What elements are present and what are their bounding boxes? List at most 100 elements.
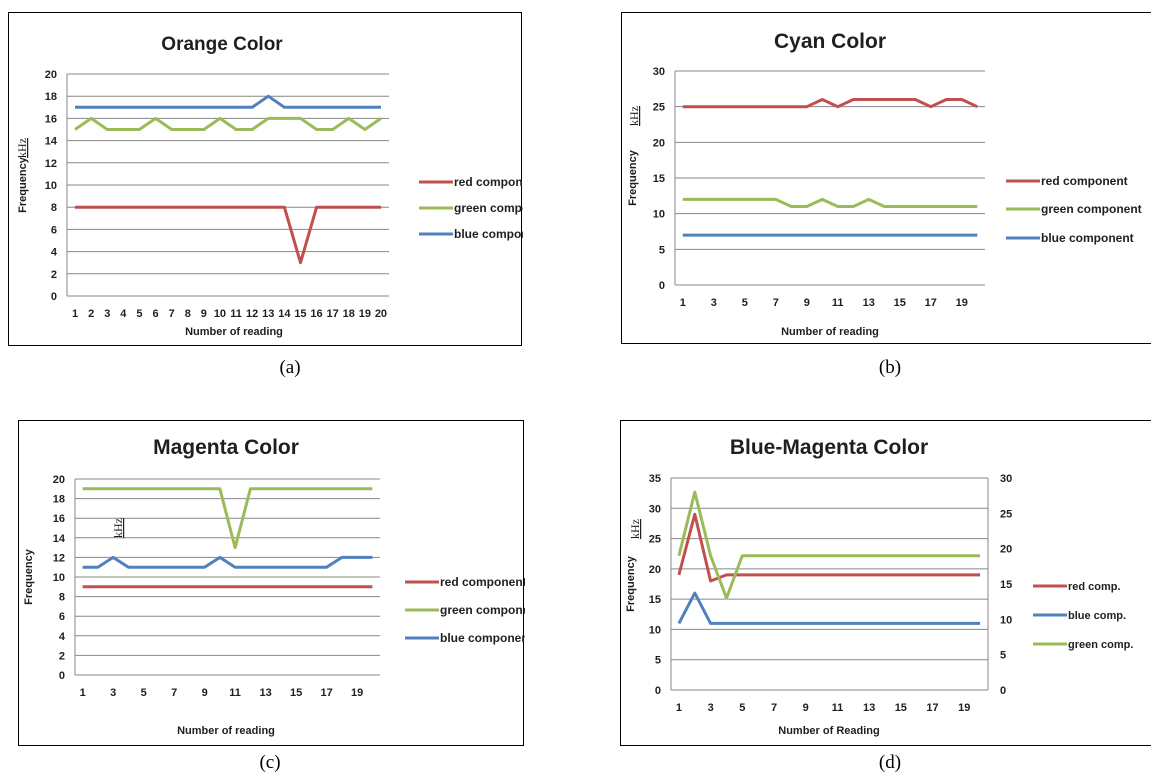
y-axis-label: Frequency — [625, 555, 637, 612]
x-tick-label: 19 — [351, 687, 363, 699]
y-tick-label: 6 — [59, 611, 65, 623]
series-line-blue — [75, 94, 381, 109]
caption-d: (d) — [878, 752, 902, 773]
series-line-red — [682, 98, 978, 109]
chart-title: Cyan Color — [774, 30, 886, 53]
x-tick-label: 15 — [894, 297, 906, 309]
x-tick-label: 5 — [141, 687, 147, 699]
x-tick-label: 6 — [152, 308, 158, 320]
y2-tick-label: 0 — [1000, 685, 1006, 697]
y-axis-label: Frequency — [23, 548, 35, 605]
x-tick-label: 7 — [771, 702, 777, 714]
x-tick-label: 17 — [321, 687, 333, 699]
x-tick-label: 9 — [803, 702, 809, 714]
series-line-green — [677, 490, 981, 600]
x-tick-label: 3 — [708, 702, 714, 714]
y-axis-unit: kHz — [15, 138, 29, 158]
legend-label-green: green component — [1041, 202, 1142, 216]
chart-title: Magenta Color — [153, 436, 299, 459]
legend-label-red: red component — [454, 175, 523, 189]
x-tick-label: 14 — [278, 308, 291, 320]
x-tick-label: 16 — [310, 308, 322, 320]
x-tick-label: 13 — [863, 702, 875, 714]
x-tick-label: 11 — [230, 308, 242, 320]
chart-title: Blue-Magenta Color — [730, 436, 928, 459]
legend-label-red: red component — [440, 575, 525, 589]
x-axis-label: Number of reading — [177, 725, 275, 737]
y-axis-unit: kHz — [628, 519, 642, 539]
y-tick-label: 2 — [59, 650, 65, 662]
y-axis-unit: kHz — [627, 106, 641, 126]
y-axis-unit: kHz — [111, 518, 125, 538]
x-tick-label: 12 — [246, 308, 258, 320]
x-tick-label: 19 — [958, 702, 970, 714]
chart-title: Orange Color — [161, 34, 283, 55]
x-tick-label: 5 — [742, 297, 748, 309]
y-tick-label: 16 — [53, 513, 65, 525]
x-tick-label: 1 — [676, 702, 682, 714]
y-tick-label: 30 — [649, 503, 661, 515]
x-tick-label: 7 — [169, 308, 175, 320]
x-axis-label: Number of reading — [185, 326, 283, 338]
series-line-green — [682, 197, 978, 208]
y2-tick-label: 5 — [1000, 650, 1006, 662]
y-tick-label: 5 — [659, 244, 665, 256]
x-tick-label: 5 — [136, 308, 142, 320]
y-tick-label: 14 — [53, 533, 66, 545]
y2-tick-label: 15 — [1000, 579, 1012, 591]
series-line-blue — [677, 591, 981, 625]
x-tick-label: 17 — [925, 297, 937, 309]
x-tick-label: 7 — [171, 687, 177, 699]
x-tick-label: 13 — [260, 687, 272, 699]
y2-tick-label: 25 — [1000, 508, 1012, 520]
y-tick-label: 35 — [649, 473, 661, 485]
caption-c: (c) — [259, 752, 281, 773]
series-line-red — [75, 205, 381, 265]
y-tick-label: 6 — [51, 224, 57, 236]
x-tick-label: 9 — [804, 297, 810, 309]
x-tick-label: 3 — [711, 297, 717, 309]
x-tick-label: 2 — [88, 308, 94, 320]
y-tick-label: 5 — [655, 655, 661, 667]
y-tick-label: 10 — [653, 209, 665, 221]
y-tick-label: 10 — [45, 180, 57, 192]
x-tick-label: 5 — [739, 702, 745, 714]
x-tick-label: 20 — [375, 308, 387, 320]
x-tick-label: 17 — [327, 308, 339, 320]
series-line-red — [677, 512, 981, 583]
x-tick-label: 4 — [120, 308, 127, 320]
y-tick-label: 20 — [649, 564, 661, 576]
x-tick-label: 15 — [290, 687, 302, 699]
y-axis-label: Frequency — [627, 149, 639, 206]
y-tick-label: 4 — [59, 631, 66, 643]
x-axis-label: Number of reading — [781, 326, 879, 338]
series-line-green — [82, 487, 373, 550]
y-tick-label: 4 — [51, 247, 58, 259]
legend-label-blue: blue component — [454, 227, 523, 241]
x-tick-label: 10 — [214, 308, 226, 320]
x-tick-label: 13 — [262, 308, 274, 320]
y-tick-label: 30 — [653, 66, 665, 78]
x-tick-label: 1 — [680, 297, 686, 309]
x-tick-label: 19 — [956, 297, 968, 309]
chart-blue-magenta: Blue-Magenta Color0510152025303505101520… — [625, 436, 1133, 737]
y-tick-label: 18 — [53, 494, 65, 506]
y-tick-label: 8 — [59, 592, 65, 604]
chart-panel-blue-magenta: Blue-Magenta Color 0 5 10 15 20 25 30 35 0 5 10 15 20… — [620, 420, 1151, 746]
x-tick-label: 3 — [110, 687, 116, 699]
y-tick-label: 12 — [53, 552, 65, 564]
x-tick-label: 15 — [294, 308, 306, 320]
legend-label-red: red comp. — [1068, 581, 1121, 593]
series-line-blue — [82, 555, 373, 569]
legend-label-blue: blue comp. — [1068, 610, 1126, 622]
x-tick-label: 11 — [832, 297, 844, 309]
series-line-green — [74, 116, 382, 131]
y-tick-label: 10 — [649, 624, 661, 636]
y-tick-label: 25 — [649, 534, 661, 546]
x-tick-label: 13 — [863, 297, 875, 309]
y-tick-label: 15 — [649, 594, 661, 606]
x-tick-label: 19 — [359, 308, 371, 320]
y-tick-label: 15 — [653, 173, 665, 185]
